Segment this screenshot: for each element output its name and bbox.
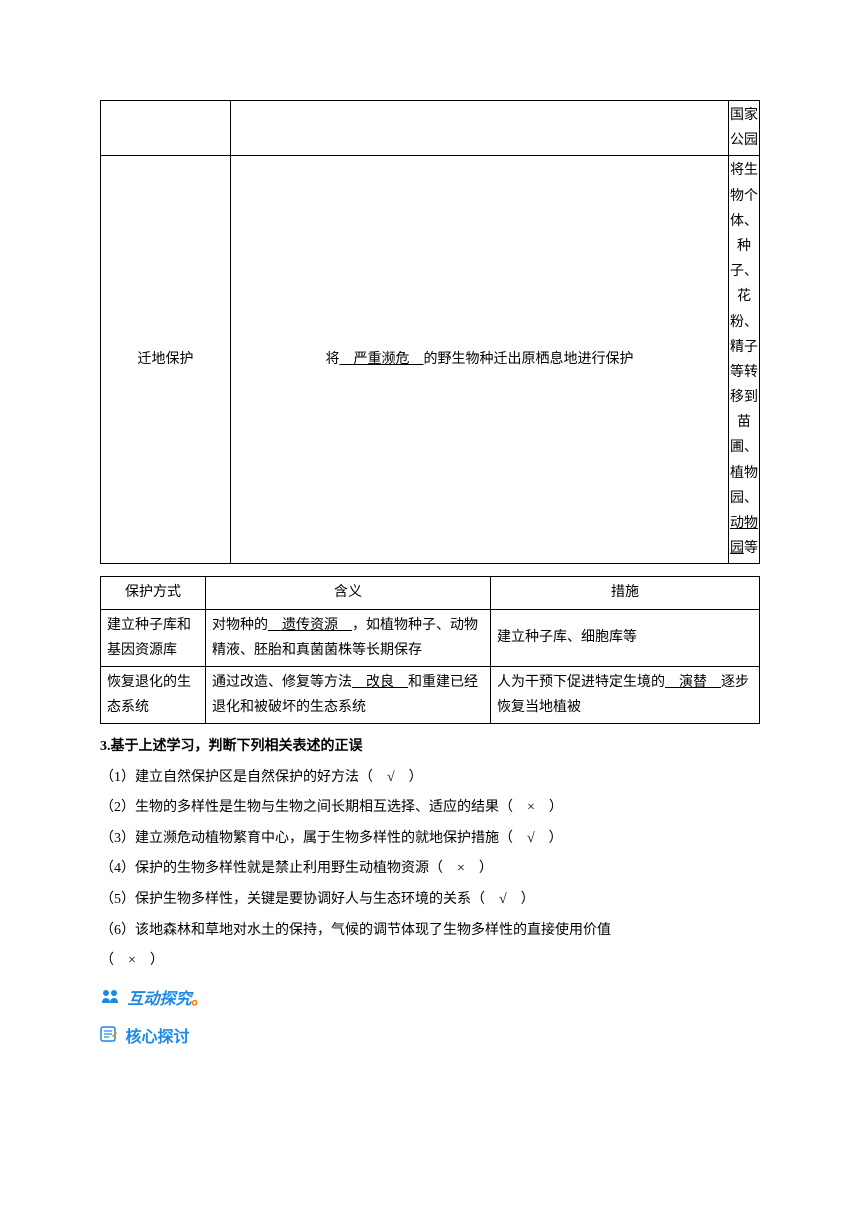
protection-methods-table-2: 保护方式 含义 措施 建立种子库和基因资源库 对物种的 遗传资源 ，如植物种子、… (100, 576, 760, 724)
question-4: （4）保护的生物多样性就是禁止利用野生动植物资源（ × ） (100, 856, 760, 883)
cell-method: 建立种子库和基因资源库 (101, 609, 206, 666)
interactive-section-label: 互动探究。 (100, 987, 760, 1013)
table-row: 恢复退化的生态系统 通过改造、修复等方法 改良 和重建已经退化和被破坏的生态系统… (101, 666, 760, 723)
blank-answer: 严重濒危 (340, 352, 424, 367)
question-2: （2）生物的多样性是生物与生物之间长期相互选择、适应的结果（ × ） (100, 795, 760, 822)
section-3-heading: 3.基于上述学习，判断下列相关表述的正误 (100, 736, 760, 758)
question-6b: （ × ） (100, 948, 760, 975)
question-1: （1）建立自然保护区是自然保护的好方法（ √ ） (100, 765, 760, 792)
cell-method: 恢复退化的生态系统 (101, 666, 206, 723)
question-3: （3）建立濒危动植物繁育中心，属于生物多样性的就地保护措施（ √ ） (100, 826, 760, 853)
cell-empty (101, 101, 231, 156)
cell-definition: 将 严重濒危 的野生物种迁出原栖息地进行保护 (231, 156, 729, 564)
header-method: 保护方式 (101, 577, 206, 609)
cell-meaning: 对物种的 遗传资源 ，如植物种子、动物精液、胚胎和真菌菌株等长期保存 (206, 609, 491, 666)
note-icon (100, 1026, 118, 1050)
question-6a: （6）该地森林和草地对水土的保持，气候的调节体现了生物多样性的直接使用价值 (100, 918, 760, 945)
blank-answer: 演替 (665, 675, 721, 690)
group-icon (100, 988, 120, 1012)
cell-measures: 将生物个体、种子、花粉、精子等转移到苗圃、植物园、动物园等 (729, 156, 760, 564)
blank-answer: 遗传资源 (268, 618, 352, 633)
cell-method: 迁地保护 (101, 156, 231, 564)
cell-measure: 建立种子库、细胞库等 (491, 609, 760, 666)
table-header-row: 保护方式 含义 措施 (101, 577, 760, 609)
core-label-text: 核心探讨 (126, 1029, 190, 1046)
protection-methods-table-1: 国家公园 迁地保护 将 严重濒危 的野生物种迁出原栖息地进行保护 将生物个体、种… (100, 100, 760, 564)
cell-empty (231, 101, 729, 156)
header-measure: 措施 (491, 577, 760, 609)
cell-park: 国家公园 (729, 101, 760, 156)
cell-meaning: 通过改造、修复等方法 改良 和重建已经退化和被破坏的生态系统 (206, 666, 491, 723)
cell-measure: 人为干预下促进特定生境的 演替 逐步恢复当地植被 (491, 666, 760, 723)
blank-answer: 改良 (352, 675, 408, 690)
header-meaning: 含义 (206, 577, 491, 609)
core-section-label: 核心探讨 (100, 1025, 760, 1051)
interactive-label-text: 互动探究。 (128, 991, 208, 1008)
table-row: 迁地保护 将 严重濒危 的野生物种迁出原栖息地进行保护 将生物个体、种子、花粉、… (101, 156, 760, 564)
question-5: （5）保护生物多样性，关键是要协调好人与生态环境的关系（ √ ） (100, 887, 760, 914)
table-row: 建立种子库和基因资源库 对物种的 遗传资源 ，如植物种子、动物精液、胚胎和真菌菌… (101, 609, 760, 666)
table-row: 国家公园 (101, 101, 760, 156)
